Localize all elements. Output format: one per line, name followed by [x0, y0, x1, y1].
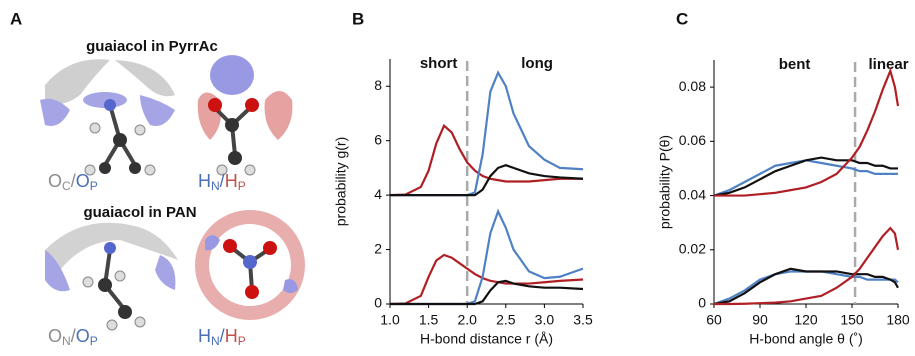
group-legend: ON​/OP​ — [48, 326, 98, 348]
series-line — [390, 211, 583, 304]
label-subscript: N — [211, 179, 220, 193]
series-line — [390, 281, 583, 304]
panel-label: C — [676, 9, 688, 28]
annotation: linear — [869, 56, 909, 73]
x-axis-label: H-bond distance r (Å) — [420, 331, 553, 347]
y-axis-label: probability P(θ) — [657, 135, 673, 229]
figure: A guaiacol in PyrrAc guaiacol in PAN OC​… — [0, 0, 915, 356]
group-title: guaiacol in PyrrAc — [86, 38, 218, 55]
x-tick-label: 1.5 — [419, 312, 439, 328]
label-part: O — [48, 326, 62, 346]
y-tick-label: 0 — [374, 295, 382, 311]
series-line — [714, 158, 898, 196]
y-tick-label: 4 — [374, 186, 382, 202]
annotation: short — [420, 55, 458, 72]
label-subscript: N — [211, 334, 220, 348]
panel-label: B — [352, 9, 364, 28]
y-tick-label: 0.06 — [679, 132, 706, 148]
label-subscript: P — [238, 179, 246, 193]
y-tick-label: 2 — [374, 240, 382, 256]
series-line — [714, 160, 898, 195]
label-part: H — [225, 171, 238, 191]
x-tick-label: 120 — [794, 312, 818, 328]
y-tick-label: 0.04 — [679, 186, 706, 202]
group-legend: HN​/HP​ — [198, 171, 246, 193]
annotation: bent — [779, 56, 811, 73]
group-legend: HN​/HP​ — [198, 326, 246, 348]
y-tick-label: 0.08 — [679, 78, 706, 94]
label-part: O — [76, 326, 90, 346]
label-subscript: P — [90, 334, 98, 348]
x-tick-label: 1.0 — [380, 312, 400, 328]
series-line — [714, 71, 898, 196]
y-tick-label: 0.02 — [679, 240, 706, 256]
x-tick-label: 150 — [840, 312, 864, 328]
y-axis-label: probability g(r) — [333, 137, 349, 226]
label-subscript: P — [238, 334, 246, 348]
y-tick-label: 6 — [374, 131, 382, 147]
x-tick-label: 3.0 — [535, 312, 555, 328]
x-axis-label: H-bond angle θ (˚) — [749, 331, 863, 347]
x-tick-label: 90 — [752, 312, 768, 328]
label-part: H — [225, 326, 238, 346]
panel-label: A — [10, 9, 22, 28]
x-tick-label: 180 — [886, 312, 910, 328]
x-tick-label: 60 — [706, 312, 722, 328]
x-tick-label: 2.0 — [457, 312, 477, 328]
label-subscript: C — [62, 179, 71, 193]
y-tick-label: 8 — [374, 77, 382, 93]
label-part: H — [198, 326, 211, 346]
y-tick-label: 0 — [698, 295, 706, 311]
annotation: long — [521, 55, 553, 72]
group-title: guaiacol in PAN — [83, 204, 196, 221]
x-tick-label: 2.5 — [496, 312, 516, 328]
label-part: O — [76, 171, 90, 191]
label-part: O — [48, 171, 62, 191]
label-subscript: P — [90, 179, 98, 193]
label-subscript: N — [62, 334, 71, 348]
label-part: H — [198, 171, 211, 191]
x-tick-label: 3.5 — [573, 312, 593, 328]
